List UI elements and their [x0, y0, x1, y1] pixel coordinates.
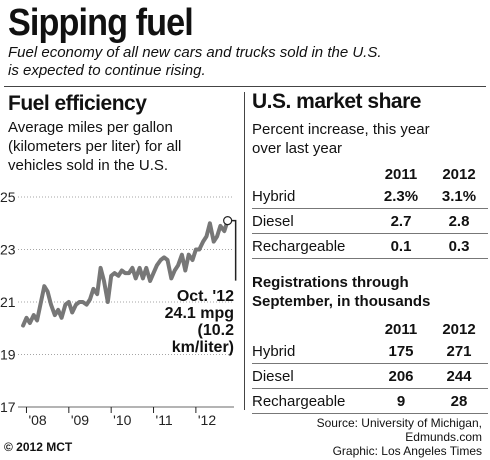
table-row: Diesel 2.7 2.8	[252, 208, 488, 234]
subtitle-line-3: vehicles sold in the U.S.	[8, 157, 169, 174]
top-divider	[4, 86, 486, 87]
y-tick-label: 19	[0, 347, 16, 363]
y-tick-label: 23	[0, 242, 16, 258]
source-line-2: Edmunds.com	[405, 430, 482, 444]
subtitle-line-2: (kilometers per liter) for all	[8, 138, 182, 155]
column-header: 2012	[442, 165, 476, 183]
source-line-3: Graphic: Los Angeles Times	[332, 444, 482, 458]
market-share-subtitle-line-2: over last year	[252, 140, 343, 157]
cell-value: 28	[430, 388, 488, 414]
table-row: Diesel 206 244	[252, 363, 488, 389]
annotation-line-3: (10.2	[197, 322, 234, 339]
cell-value: 3.1%	[430, 184, 488, 209]
table-row: Rechargeable 0.1 0.3	[252, 233, 488, 259]
x-tick-label: '12	[198, 412, 216, 428]
latest-point-marker	[223, 216, 233, 226]
cell-value: 206	[372, 363, 430, 389]
row-label: Rechargeable	[252, 388, 372, 414]
column-header: 2011	[384, 165, 418, 183]
table-row: Hybrid 175 271	[252, 339, 488, 364]
cell-value: 9	[372, 388, 430, 414]
market-share-subtitle: Percent increase, this year over last ye…	[252, 120, 488, 158]
x-tick-label: '09	[71, 412, 89, 428]
source-credit: Source: University of Michigan, Edmunds.…	[317, 416, 482, 458]
cell-value: 2.8	[430, 208, 488, 234]
annotation-line-2: 24.1 mpg	[164, 305, 234, 322]
subtitle-line-1: Average miles per gallon	[8, 119, 173, 136]
source-line-1: Source: University of Michigan,	[316, 416, 482, 430]
row-label: Hybrid	[252, 184, 372, 209]
cell-value: 0.3	[430, 233, 488, 259]
row-label: Diesel	[252, 208, 372, 234]
cell-value: 2.3%	[372, 184, 430, 209]
registrations-table: 2011 2012 Hybrid 175 271 Diesel 206 244 …	[252, 319, 488, 414]
column-divider	[244, 92, 245, 410]
registrations-subtitle: Registrations through September, in thou…	[252, 273, 488, 311]
intro-text: Fuel economy of all new cars and trucks …	[8, 44, 478, 80]
cell-value: 0.1	[372, 233, 430, 259]
fuel-efficiency-heading: Fuel efficiency	[8, 92, 147, 115]
annotation-line-4: km/liter)	[171, 339, 234, 356]
cell-value: 175	[372, 339, 430, 364]
fuel-efficiency-chart: 17 19 21 23 25 '08 '09 '10 '11 '12	[0, 189, 237, 428]
row-label: Rechargeable	[252, 233, 372, 259]
column-header: 2011	[384, 320, 418, 338]
series-line-mpg	[21, 218, 230, 328]
y-tick-label: 17	[0, 399, 16, 415]
market-share-panel: U.S. market share Percent increase, this…	[252, 90, 488, 414]
registrations-subtitle-line-1: Registrations through	[252, 274, 409, 291]
table-header-row: 2011 2012	[252, 164, 488, 184]
y-axis-ticks: 17 19 21 23 25	[0, 189, 16, 415]
annotation-callout-line	[231, 219, 237, 281]
cell-value: 2.7	[372, 208, 430, 234]
x-tick-label: '10	[113, 412, 131, 428]
percent-increase-table: 2011 2012 Hybrid 2.3% 3.1% Diesel 2.7 2.…	[252, 164, 488, 259]
market-share-subtitle-line-1: Percent increase, this year	[252, 121, 430, 138]
x-tick-label: '08	[28, 412, 46, 428]
intro-line-1: Fuel economy of all new cars and trucks …	[8, 44, 382, 61]
cell-value: 244	[430, 363, 488, 389]
intro-line-2: is expected to continue rising.	[8, 62, 206, 79]
market-share-heading: U.S. market share	[252, 90, 421, 113]
page-title: Sipping fuel	[8, 2, 194, 44]
row-label: Hybrid	[252, 339, 372, 364]
copyright-credit: © 2012 MCT	[4, 440, 73, 454]
registrations-subtitle-line-2: September, in thousands	[252, 293, 431, 310]
chart-annotation: Oct. '12 24.1 mpg (10.2 km/liter)	[150, 288, 234, 356]
fuel-efficiency-subtitle: Average miles per gallon (kilometers per…	[8, 118, 181, 175]
annotation-line-1: Oct. '12	[176, 288, 234, 305]
y-tick-label: 21	[0, 294, 16, 310]
cell-value: 271	[430, 339, 488, 364]
y-tick-label: 25	[0, 189, 16, 205]
table-row: Hybrid 2.3% 3.1%	[252, 184, 488, 209]
x-tick-label: '11	[156, 412, 173, 428]
table-header-row: 2011 2012	[252, 319, 488, 339]
x-axis-ticks: '08 '09 '10 '11 '12	[25, 407, 216, 428]
column-header: 2012	[442, 320, 476, 338]
table-row: Rechargeable 9 28	[252, 388, 488, 414]
row-label: Diesel	[252, 363, 372, 389]
